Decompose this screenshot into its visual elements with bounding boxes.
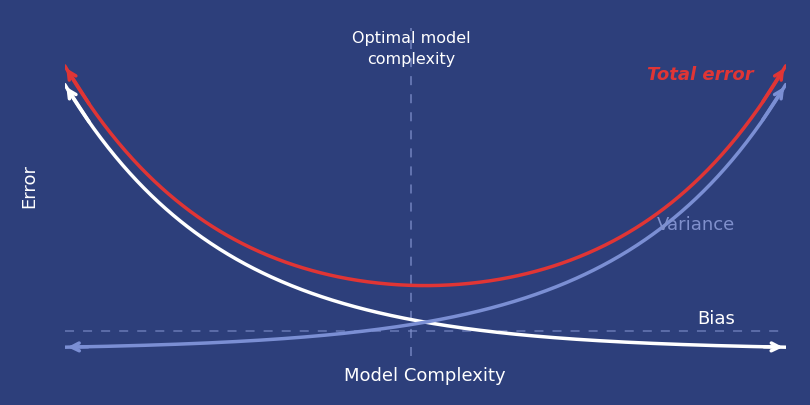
Text: Variance: Variance	[657, 216, 735, 234]
Text: Total error: Total error	[646, 66, 753, 84]
Text: Error: Error	[19, 164, 38, 208]
Text: Optimal model
complexity: Optimal model complexity	[352, 32, 470, 68]
Text: Model Complexity: Model Complexity	[344, 367, 506, 385]
Text: Bias: Bias	[697, 310, 735, 328]
